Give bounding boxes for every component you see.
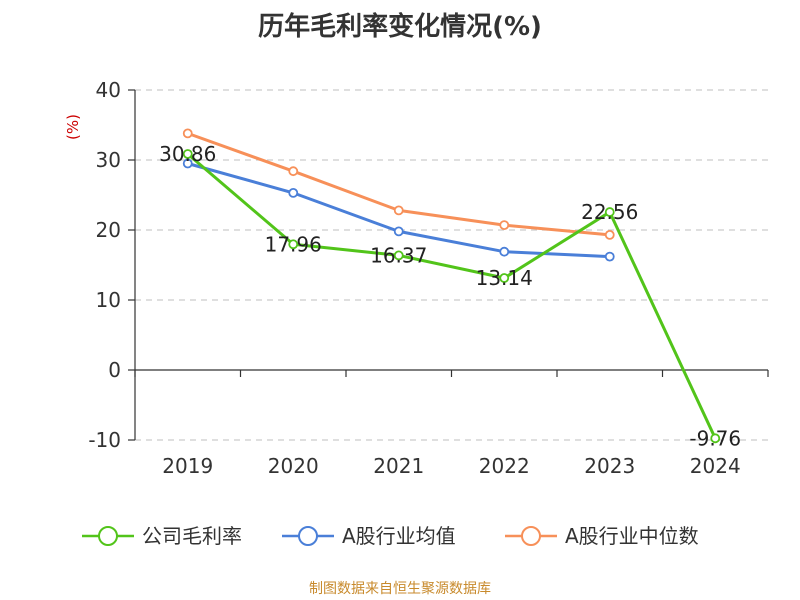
legend-item: A股行业均值 [282,524,456,548]
data-label: 22.56 [581,200,638,224]
x-tick-label: 2022 [479,454,530,478]
data-label: 16.37 [370,243,427,267]
data-point [710,433,721,444]
data-point [393,250,404,261]
grid-lines [135,89,768,441]
data-point [604,229,615,240]
data-point [288,166,299,177]
y-tick-label: 20 [96,218,121,242]
series-group [182,128,721,444]
legend-swatch-marker [521,526,541,546]
data-label: 17.96 [265,232,322,256]
data-point [182,128,193,139]
series-line [187,131,610,237]
legend-label: A股行业均值 [342,524,456,548]
data-label: 13.14 [476,266,533,290]
source-note: 制图数据来自恒生聚源数据库 [309,581,491,597]
data-point [393,226,404,237]
y-tick-label: -10 [88,428,121,452]
data-label: -9.76 [689,426,741,450]
legend-label: A股行业中位数 [565,524,699,548]
legend-label: 公司毛利率 [142,524,242,548]
data-point [182,158,193,169]
y-axis-label: (%) [64,114,82,140]
y-tick-label: 30 [96,148,121,172]
x-tick-label: 2020 [268,454,319,478]
data-point [499,273,510,283]
axes [128,89,769,441]
series-line [186,152,717,439]
legend: 公司毛利率 A股行业均值 A股行业中位数 [82,524,699,548]
x-tick-label: 2019 [162,454,213,478]
legend-swatch-marker [98,526,118,546]
chart-title: 历年毛利率变化情况(%) [258,12,542,42]
data-labels: 30.86 17.96 16.37 13.14 22.56 -9.76 [159,142,741,450]
data-point [182,149,193,159]
x-tick-label: 2021 [373,454,424,478]
x-tick-label: 2023 [584,454,635,478]
legend-item: A股行业中位数 [505,524,699,548]
legend-swatch-marker [298,526,318,546]
data-point [499,220,510,231]
data-label: 30.86 [159,142,216,166]
data-point [288,187,299,198]
y-tick-label: 40 [96,78,121,102]
data-point [393,205,404,216]
x-tick-label: 2024 [690,454,741,478]
data-point [499,246,510,257]
y-tick-labels: -10 0 10 20 30 40 [88,78,121,452]
legend-item: 公司毛利率 [82,524,242,548]
data-point [604,251,615,262]
y-tick-label: 0 [108,358,121,382]
x-tick-labels: 2019 2020 2021 2022 2023 2024 [162,454,740,478]
data-point [604,207,615,217]
y-tick-label: 10 [96,288,121,312]
data-point [288,239,299,250]
